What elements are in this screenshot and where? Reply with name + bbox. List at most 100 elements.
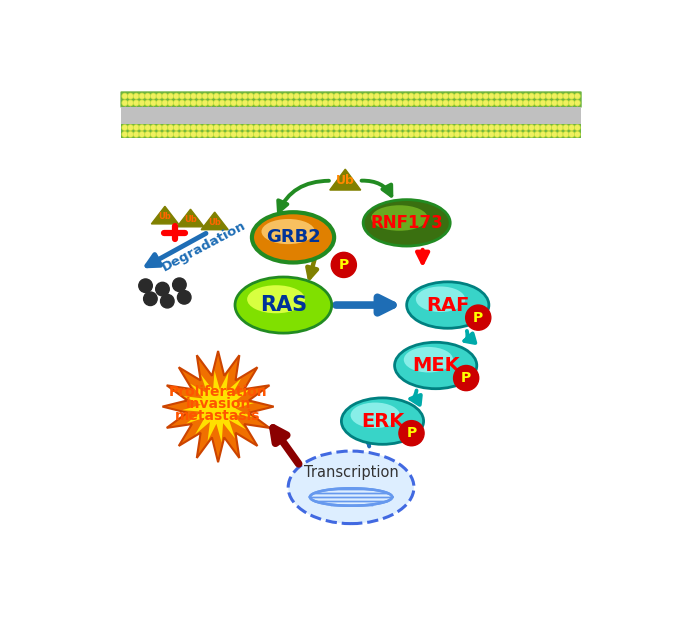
Circle shape	[443, 124, 449, 131]
Circle shape	[557, 93, 564, 99]
Circle shape	[327, 93, 334, 99]
Circle shape	[259, 93, 266, 99]
Circle shape	[545, 124, 552, 131]
Circle shape	[306, 94, 310, 98]
Circle shape	[536, 101, 539, 105]
Circle shape	[201, 99, 208, 106]
Circle shape	[260, 126, 264, 129]
Circle shape	[238, 101, 241, 105]
Circle shape	[397, 93, 403, 99]
Circle shape	[466, 305, 491, 330]
Circle shape	[173, 124, 179, 131]
Circle shape	[184, 93, 191, 99]
Circle shape	[449, 94, 453, 98]
Circle shape	[335, 94, 338, 98]
Circle shape	[179, 99, 186, 106]
Circle shape	[253, 124, 260, 131]
Circle shape	[121, 131, 128, 138]
Circle shape	[140, 133, 144, 136]
Circle shape	[140, 94, 144, 98]
Circle shape	[478, 94, 482, 98]
Circle shape	[271, 131, 277, 138]
Circle shape	[511, 131, 518, 138]
Circle shape	[163, 133, 166, 136]
Circle shape	[133, 124, 140, 131]
Circle shape	[490, 126, 493, 129]
Circle shape	[289, 126, 292, 129]
Circle shape	[209, 133, 212, 136]
Circle shape	[564, 126, 568, 129]
Circle shape	[173, 99, 179, 106]
Circle shape	[553, 94, 556, 98]
Circle shape	[511, 99, 518, 106]
Circle shape	[295, 94, 299, 98]
Circle shape	[453, 365, 479, 391]
Circle shape	[562, 131, 569, 138]
Circle shape	[264, 124, 271, 131]
Circle shape	[398, 133, 401, 136]
Circle shape	[530, 94, 534, 98]
Circle shape	[249, 133, 253, 136]
Circle shape	[398, 94, 401, 98]
Circle shape	[255, 133, 258, 136]
Circle shape	[282, 131, 288, 138]
Circle shape	[465, 99, 472, 106]
Circle shape	[534, 99, 540, 106]
Circle shape	[260, 133, 264, 136]
Circle shape	[158, 101, 161, 105]
Circle shape	[150, 131, 157, 138]
Circle shape	[186, 133, 190, 136]
Circle shape	[488, 124, 495, 131]
Circle shape	[301, 133, 304, 136]
Circle shape	[146, 101, 149, 105]
Circle shape	[516, 99, 523, 106]
Bar	[121, 107, 581, 124]
Circle shape	[415, 101, 419, 105]
Circle shape	[310, 93, 317, 99]
Circle shape	[358, 126, 362, 129]
Circle shape	[179, 93, 186, 99]
Circle shape	[562, 99, 569, 106]
Circle shape	[369, 133, 373, 136]
Circle shape	[540, 131, 547, 138]
Circle shape	[551, 131, 558, 138]
Circle shape	[272, 94, 275, 98]
Circle shape	[242, 131, 249, 138]
Circle shape	[444, 126, 447, 129]
Circle shape	[305, 131, 312, 138]
Circle shape	[499, 99, 506, 106]
Circle shape	[511, 124, 518, 131]
Circle shape	[484, 101, 488, 105]
Circle shape	[414, 124, 421, 131]
Circle shape	[415, 126, 419, 129]
Circle shape	[499, 93, 506, 99]
Circle shape	[201, 124, 208, 131]
Circle shape	[403, 126, 408, 129]
Circle shape	[362, 99, 369, 106]
Circle shape	[570, 126, 573, 129]
Circle shape	[295, 126, 299, 129]
Text: Degradation: Degradation	[160, 219, 249, 274]
Circle shape	[306, 126, 310, 129]
Circle shape	[253, 99, 260, 106]
Circle shape	[381, 133, 384, 136]
Circle shape	[385, 124, 392, 131]
Circle shape	[340, 101, 345, 105]
Circle shape	[448, 99, 455, 106]
Circle shape	[264, 131, 271, 138]
Circle shape	[247, 93, 254, 99]
Circle shape	[385, 99, 392, 106]
Circle shape	[477, 124, 484, 131]
Circle shape	[477, 93, 484, 99]
Circle shape	[323, 101, 327, 105]
Text: P: P	[406, 426, 416, 440]
Text: RNF173: RNF173	[371, 214, 443, 232]
Circle shape	[219, 131, 225, 138]
Circle shape	[432, 133, 436, 136]
Circle shape	[293, 131, 300, 138]
Circle shape	[399, 421, 424, 446]
Circle shape	[284, 133, 287, 136]
Circle shape	[551, 124, 558, 131]
Circle shape	[453, 99, 460, 106]
Circle shape	[443, 99, 449, 106]
